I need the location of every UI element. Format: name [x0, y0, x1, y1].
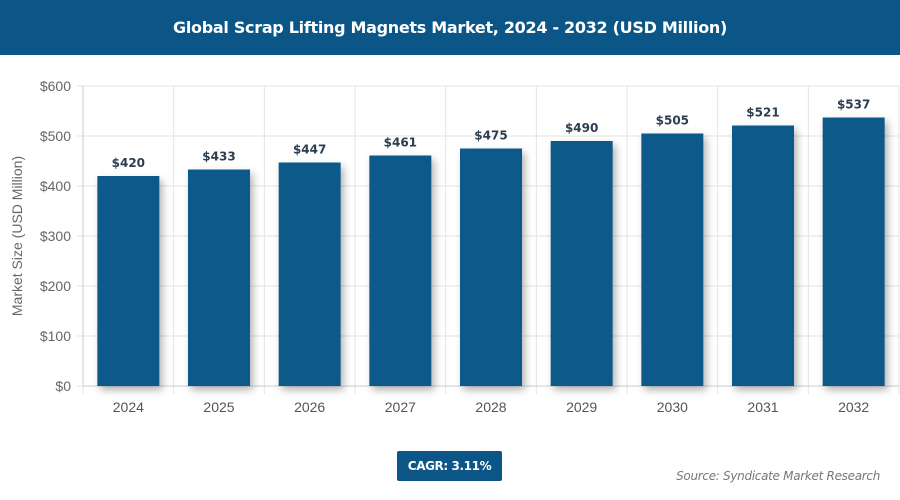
x-tick-label: 2032 [838, 399, 869, 415]
x-tick-label: 2030 [657, 399, 688, 415]
bar-2025[interactable] [188, 169, 250, 387]
data-label: $505 [656, 114, 689, 128]
data-label: $490 [565, 121, 598, 135]
x-tick-label: 2031 [747, 399, 778, 415]
bar-2026[interactable] [278, 162, 341, 387]
bar-2031[interactable] [732, 125, 794, 387]
data-label: $475 [474, 129, 507, 143]
bar-2024[interactable] [97, 176, 160, 386]
bar-2029[interactable] [550, 141, 613, 386]
bar-2030[interactable] [641, 133, 704, 387]
data-label: $521 [746, 106, 779, 120]
x-tick-label: 2025 [203, 399, 234, 415]
y-tick-label: $100 [40, 328, 71, 344]
data-label: $537 [837, 98, 870, 112]
y-tick-label: $300 [40, 228, 71, 244]
data-label: $447 [293, 143, 326, 157]
y-tick-label: $0 [55, 378, 71, 394]
chart-title-banner: Global Scrap Lifting Magnets Market, 202… [0, 0, 900, 55]
x-tick-label: 2024 [113, 399, 144, 415]
cagr-badge: CAGR: 3.11% [397, 451, 502, 481]
y-tick-label: $400 [40, 178, 71, 194]
x-tick-label: 2029 [566, 399, 597, 415]
y-tick-label: $200 [40, 278, 71, 294]
data-label: $433 [202, 150, 235, 164]
bar-2028[interactable] [460, 148, 522, 387]
y-tick-label: $600 [40, 78, 71, 94]
chart-title: Global Scrap Lifting Magnets Market, 202… [173, 18, 727, 37]
bar-2032[interactable] [822, 117, 885, 387]
data-label: $420 [112, 156, 145, 170]
data-label: $461 [384, 136, 417, 150]
x-tick-label: 2026 [294, 399, 325, 415]
x-tick-label: 2028 [475, 399, 506, 415]
y-tick-label: $500 [40, 128, 71, 144]
bar-2027[interactable] [369, 155, 432, 387]
x-tick-label: 2027 [385, 399, 416, 415]
source-note: Source: Syndicate Market Research [676, 469, 880, 483]
y-axis-label: Market Size (USD Million) [9, 156, 25, 316]
